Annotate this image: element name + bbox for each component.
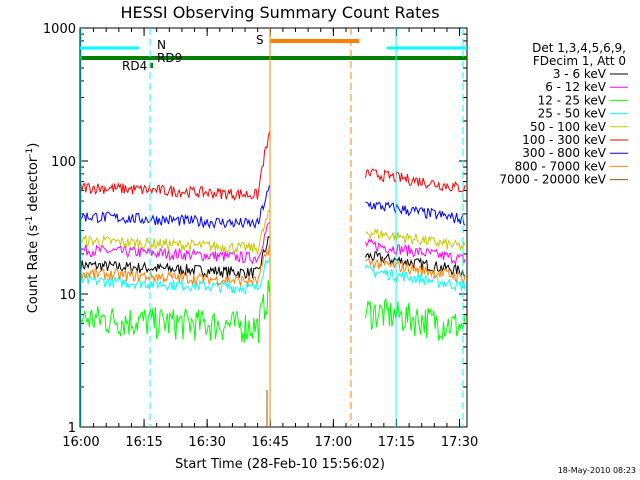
legend: Det 1,3,4,5,6,9, FDecim 1, Att 0 3 - 6 k… [499, 41, 628, 187]
x-tick-label: 16:30 [188, 435, 225, 450]
y-tick-label: 1 [68, 421, 76, 436]
flag-label: RD9 [157, 51, 182, 65]
legend-label: 25 - 50 keV [538, 107, 607, 121]
series-line [365, 238, 466, 266]
x-tick-label: 17:15 [378, 435, 415, 450]
flag-marker [150, 63, 153, 68]
y-axis-label-part: detector [26, 156, 41, 216]
legend-label: 12 - 25 keV [538, 93, 607, 107]
x-axis-label: Start Time (28-Feb-10 15:56:02) [175, 457, 385, 472]
series-line [80, 131, 270, 201]
flag-label: N [157, 38, 166, 52]
series-line [365, 297, 466, 341]
x-tick-label: 16:15 [125, 435, 162, 450]
series-line [365, 228, 466, 251]
legend-label: 7000 - 20000 keV [499, 173, 606, 187]
series-line [80, 280, 270, 344]
series-line [365, 251, 466, 277]
series-line [80, 222, 270, 265]
series-line [80, 185, 270, 230]
plot-frame [79, 27, 468, 428]
y-tick-label: 1000 [43, 22, 76, 37]
y-tick-label: 100 [51, 155, 76, 170]
legend-label: 100 - 300 keV [522, 133, 606, 147]
chart-title: HESSI Observing Summary Count Rates [120, 3, 439, 22]
legend-label: 3 - 6 keV [553, 67, 607, 81]
series-line [80, 235, 270, 280]
series-layer [80, 131, 466, 344]
series-line [80, 244, 270, 287]
x-tick-label: 17:30 [441, 435, 478, 450]
series-line [365, 264, 466, 292]
y-axis-label-part: Count Rate (s [26, 225, 41, 314]
series-line [365, 201, 466, 226]
series-line [365, 257, 466, 284]
series-line [365, 168, 466, 193]
legend-label: 50 - 100 keV [530, 120, 607, 134]
y-axis-label-part: ) [26, 143, 41, 148]
series-line [80, 210, 270, 256]
legend-header-line: Det 1,3,4,5,6,9, [532, 41, 626, 55]
flag-label: S [256, 33, 264, 47]
y-tick-label: 10 [59, 288, 76, 303]
flag-label: RD4 [122, 59, 147, 73]
x-tick-label: 17:00 [315, 435, 352, 450]
footer-date: 18-May-2010 08:23 [558, 466, 636, 475]
x-tick-label: 16:45 [252, 435, 289, 450]
legend-header-line: FDecim 1, Att 0 [533, 54, 626, 68]
legend-label: 800 - 7000 keV [515, 159, 607, 173]
y-axis-label-sup: -1 [25, 148, 35, 157]
y-axis-label-sup: -1 [25, 216, 35, 225]
legend-label: 6 - 12 keV [545, 80, 607, 94]
legend-label: 300 - 800 keV [522, 146, 606, 160]
y-axis-label: Count Rate (s-1 detector-1) [25, 143, 41, 314]
x-tick-label: 16:00 [62, 435, 99, 450]
